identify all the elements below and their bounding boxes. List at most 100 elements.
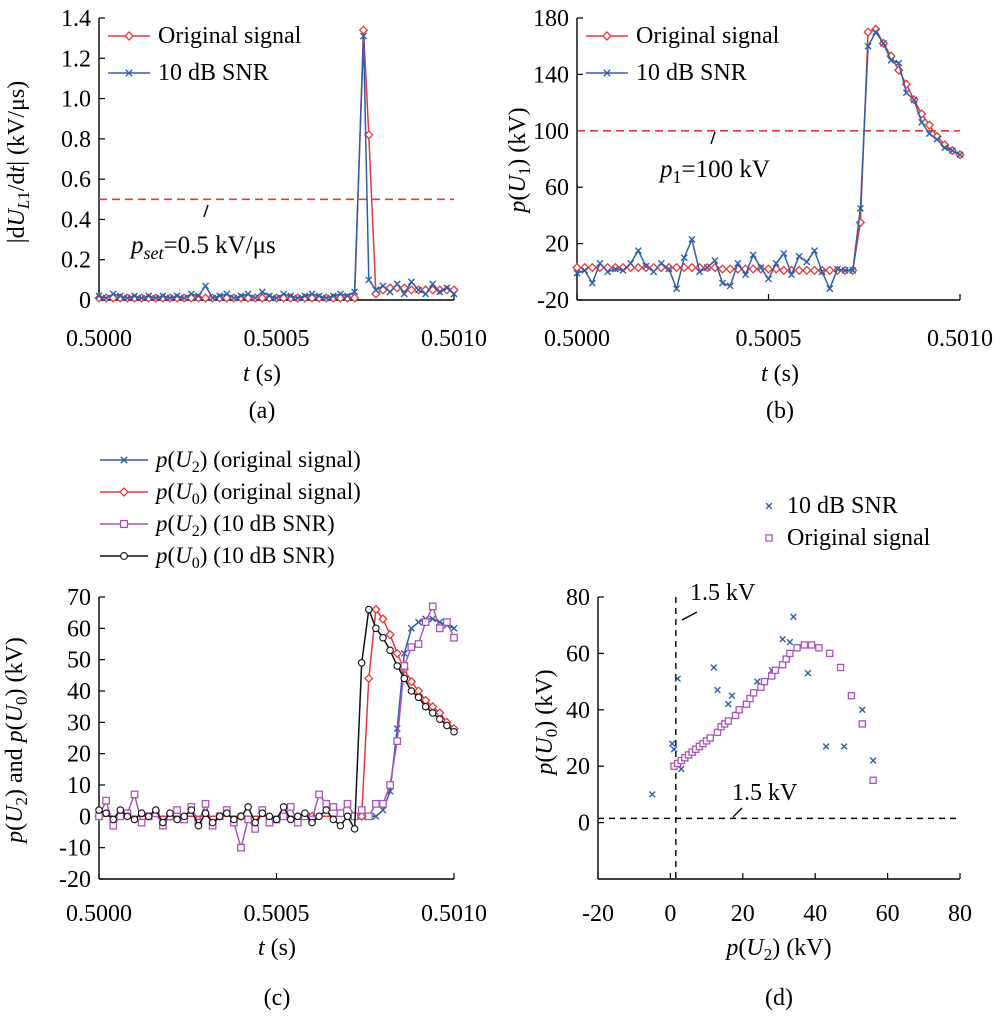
panel-b-data-point	[924, 120, 935, 130]
panel-c-data-point	[208, 818, 217, 827]
panel-b-data-point	[711, 256, 719, 265]
panel-d-legend-marker	[765, 502, 773, 510]
panel-b-data-point	[918, 118, 926, 126]
panel-c-y-tick-label: 70	[67, 585, 91, 611]
panel-b-data-point	[604, 268, 612, 276]
panel-b-data-point	[802, 265, 812, 276]
panel-a-data-point	[393, 280, 401, 288]
panel-c-data-point	[372, 799, 380, 808]
panel-c-data-point	[130, 790, 139, 799]
panel-a-data-point	[329, 292, 337, 300]
panel-a-data-point	[443, 284, 451, 292]
panel-a-y-tick-label: 1.4	[61, 6, 91, 32]
panel-c-data-point	[187, 806, 196, 814]
panel-c-data-point	[144, 812, 153, 821]
panel-a-data-point	[265, 292, 273, 300]
panel-b-data-point	[596, 259, 604, 267]
panel-d-data-point	[847, 691, 856, 700]
panel-a-legend-marker	[125, 69, 133, 77]
panel-a-data-point	[173, 292, 181, 300]
panel-a-threshold-label: pset=0.5 kV/μs	[129, 232, 276, 263]
panel-b-data-point	[795, 252, 803, 260]
panel-d-data-point	[753, 678, 761, 685]
panel-b-data-point	[787, 271, 796, 279]
panel-b-data-point	[763, 264, 774, 274]
panel-c-data-point	[378, 614, 388, 624]
panel-b-data-point	[634, 247, 642, 255]
panel-c-data-point	[379, 799, 387, 808]
panel-d-data-point	[706, 734, 714, 742]
panel-d-data-point	[710, 664, 718, 671]
panel-c-data-point	[137, 818, 146, 827]
panel-c-data-point	[95, 806, 103, 814]
panel-a-y-tick-label: 0	[79, 288, 91, 314]
panel-c-panel-label: (c)	[264, 985, 291, 1011]
panel-c-data-point	[356, 811, 367, 822]
panel-d-x-tick-label: 20	[731, 901, 755, 927]
panel-c-data-point	[329, 803, 338, 811]
panel-c-data-point	[450, 633, 458, 642]
panel-c-data-point	[343, 812, 352, 821]
panel-c-data-point	[428, 602, 437, 611]
panel-a-data-point	[230, 294, 238, 302]
panel-c-y-tick-label: 30	[67, 710, 91, 736]
panel-a-y-tick-label: 0.4	[61, 207, 91, 233]
panel-b-y-tick-label: 180	[533, 6, 569, 32]
panel-d-x-axis-label: p(U2) (kV)	[724, 935, 831, 964]
panel-b-data-point	[687, 262, 697, 273]
panel-c-data-point	[379, 806, 387, 814]
panel-c-series-line	[99, 618, 455, 818]
panel-a-data-point	[372, 286, 380, 294]
panel-a-data-point	[194, 292, 202, 300]
panel-a-x-tick-label: 0.5000	[66, 326, 132, 352]
panel-d-data-point	[790, 613, 797, 621]
panel-d-data-point	[728, 692, 736, 700]
panel-d-vline-label: 1.5 kV	[690, 580, 756, 606]
panel-c-legend-marker	[120, 456, 128, 464]
panel-b-data-point	[749, 251, 757, 259]
panel-b-x-axis-label: t (s)	[761, 361, 799, 387]
panel-a-data-point	[351, 288, 359, 296]
panel-c-data-point	[435, 624, 444, 633]
panel-b-data-point	[572, 262, 582, 273]
panel-c-data-point	[180, 812, 188, 821]
panel-d-data-point	[858, 720, 866, 728]
panel-a-data-point	[379, 282, 387, 290]
panel-d-data-point	[677, 765, 685, 773]
panel-a-data-point	[301, 292, 309, 300]
panel-b-data-point	[719, 279, 727, 287]
panel-d-hline-pointer	[732, 807, 743, 818]
panel-d-plot-area: 0 20 40 60 80 -20 0 20 40 60 80 10 dB SNR Original s…	[566, 493, 972, 927]
panel-c-x-tick-label: 0.5010	[421, 901, 487, 927]
panel-d-panel-label: (d)	[765, 985, 793, 1011]
panel-c-data-point	[137, 809, 146, 817]
panel-c-data-point	[393, 662, 401, 670]
panel-d-x-tick-label: -20	[582, 901, 614, 927]
panel-c-data-point	[443, 618, 451, 626]
panel-a-data-point	[109, 290, 117, 298]
panel-d-data-point	[793, 644, 801, 652]
panel-b-data-point	[633, 262, 643, 273]
panel-a-y-tick-label: 1.0	[61, 87, 91, 113]
panel-d-y-tick-label: 0	[578, 811, 590, 837]
panel-b-data-point	[726, 282, 734, 290]
panel-c-data-point	[237, 812, 245, 821]
panel-a-x-tick-label: 0.5005	[244, 326, 310, 352]
panel-a-data-point	[251, 294, 259, 302]
panel-a-legend: Original signal 10 dB SNR	[108, 23, 302, 86]
panel-c-data-point	[364, 812, 373, 821]
panel-b-data-point	[826, 285, 834, 293]
panel-c-data-point	[406, 676, 417, 687]
panel-a-data-point	[407, 278, 415, 286]
panel-b-data-point	[941, 144, 949, 152]
panel-d-legend: 10 dB SNR Original signal	[765, 493, 931, 551]
panel-a-series-2	[95, 32, 458, 302]
panel-c-data-point	[393, 737, 402, 746]
panel-c-data-point	[102, 796, 110, 805]
panel-c-data-point	[336, 821, 345, 830]
panel-c-data-point	[251, 818, 259, 827]
panel-c-data-point	[265, 812, 274, 821]
panel-c-data-point	[364, 673, 374, 684]
panel-d-data-point	[786, 649, 794, 658]
panel-a-data-point	[216, 292, 224, 300]
